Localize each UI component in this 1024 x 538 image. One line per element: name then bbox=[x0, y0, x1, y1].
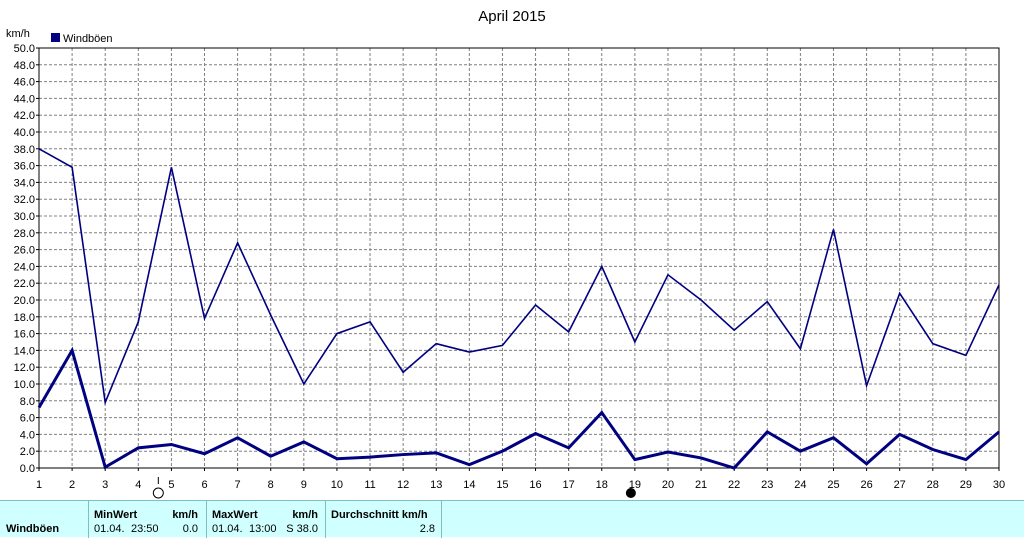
x-tick-label: 2 bbox=[69, 479, 75, 491]
x-tick-label: 18 bbox=[596, 479, 608, 491]
x-tick-label: 10 bbox=[331, 479, 343, 491]
y-tick-label: 34.0 bbox=[14, 177, 35, 189]
x-tick-label: 22 bbox=[728, 479, 740, 491]
x-tick-label: 8 bbox=[268, 479, 274, 491]
y-tick-label: 22.0 bbox=[14, 278, 35, 290]
y-tick-label: 20.0 bbox=[14, 295, 35, 307]
legend-label: Windböen bbox=[63, 33, 113, 45]
y-tick-label: 36.0 bbox=[14, 161, 35, 173]
y-tick-label: 40.0 bbox=[14, 127, 35, 139]
series-line-max bbox=[39, 149, 999, 403]
y-tick-label: 28.0 bbox=[14, 228, 35, 240]
y-tick-label: 48.0 bbox=[14, 60, 35, 72]
y-tick-label: 10.0 bbox=[14, 379, 35, 391]
plot-frame bbox=[39, 48, 999, 468]
min-value: 0.0 bbox=[160, 523, 198, 535]
stats-row-label: Windböen bbox=[6, 523, 59, 535]
y-tick-label: 38.0 bbox=[14, 144, 35, 156]
x-tick-label: 24 bbox=[794, 479, 806, 491]
x-tick-label: 27 bbox=[894, 479, 906, 491]
x-tick-label: 21 bbox=[695, 479, 707, 491]
max-unit-header: km/h bbox=[280, 509, 318, 521]
y-tick-label: 50.0 bbox=[14, 43, 35, 55]
x-tick-label: 29 bbox=[960, 479, 972, 491]
y-axis-label: km/h bbox=[6, 28, 30, 40]
wind-chart: April 2015 km/h Windböen 0.0 2.0 4.0 6.0 8.0 10.… bbox=[0, 0, 1024, 500]
x-tick-label: 13 bbox=[430, 479, 442, 491]
x-tick-label: 4 bbox=[135, 479, 141, 491]
avg-header: Durchschnitt km/h bbox=[331, 509, 428, 521]
min-time: 23:50 bbox=[131, 523, 159, 535]
x-tick-label: 11 bbox=[364, 479, 375, 491]
x-tick-label: 12 bbox=[397, 479, 409, 491]
y-tick-label: 12.0 bbox=[14, 362, 35, 374]
x-tick-label: 15 bbox=[496, 479, 508, 491]
stats-divider bbox=[325, 501, 326, 538]
x-tick-label: 16 bbox=[529, 479, 541, 491]
x-tick-label: 25 bbox=[827, 479, 839, 491]
new-moon-icon bbox=[626, 489, 635, 498]
chart-title: April 2015 bbox=[478, 8, 546, 25]
y-tick-label: 16.0 bbox=[14, 329, 35, 341]
min-date: 01.04. bbox=[94, 523, 125, 535]
y-tick-label: 42.0 bbox=[14, 110, 35, 122]
stats-divider bbox=[441, 501, 442, 538]
x-tick-label: 23 bbox=[761, 479, 773, 491]
y-tick-label: 30.0 bbox=[14, 211, 35, 223]
x-tick-label: 14 bbox=[463, 479, 475, 491]
y-tick-label: 8.0 bbox=[20, 396, 35, 408]
x-tick-label: 30 bbox=[993, 479, 1005, 491]
legend-swatch bbox=[51, 33, 60, 42]
y-tick-label: 2.0 bbox=[20, 446, 35, 458]
x-tick-label: 3 bbox=[102, 479, 108, 491]
min-unit-header: km/h bbox=[160, 509, 198, 521]
x-tick-label: 26 bbox=[860, 479, 872, 491]
y-tick-label: 0.0 bbox=[20, 463, 35, 475]
x-tick-label: 9 bbox=[301, 479, 307, 491]
stats-table: Windböen MinWert km/h 01.04. 23:50 0.0 M… bbox=[0, 500, 1024, 537]
y-tick-label: 4.0 bbox=[20, 429, 35, 441]
stats-divider bbox=[88, 501, 89, 538]
y-tick-label: 44.0 bbox=[14, 93, 35, 105]
max-date: 01.04. bbox=[212, 523, 243, 535]
max-value: S 38.0 bbox=[270, 523, 318, 535]
x-tick-label: 7 bbox=[235, 479, 241, 491]
max-header: MaxWert bbox=[212, 509, 258, 521]
x-tick-label: 5 bbox=[168, 479, 174, 491]
series-line-average bbox=[39, 350, 999, 468]
y-tick-label: 6.0 bbox=[20, 413, 35, 425]
min-header: MinWert bbox=[94, 509, 137, 521]
avg-value: 2.8 bbox=[380, 523, 435, 535]
y-tick-label: 14.0 bbox=[14, 345, 35, 357]
stats-divider bbox=[206, 501, 207, 538]
y-tick-label: 46.0 bbox=[14, 77, 35, 89]
y-tick-label: 18.0 bbox=[14, 312, 35, 324]
x-tick-label: 17 bbox=[563, 479, 575, 491]
y-tick-label: 26.0 bbox=[14, 245, 35, 257]
x-tick-label: 28 bbox=[927, 479, 939, 491]
x-tick-label: 1 bbox=[36, 479, 42, 491]
y-tick-label: 24.0 bbox=[14, 261, 35, 273]
y-tick-label: 32.0 bbox=[14, 194, 35, 206]
x-tick-label: 6 bbox=[201, 479, 207, 491]
x-tick-label: 20 bbox=[662, 479, 674, 491]
full-moon-icon bbox=[153, 488, 163, 498]
